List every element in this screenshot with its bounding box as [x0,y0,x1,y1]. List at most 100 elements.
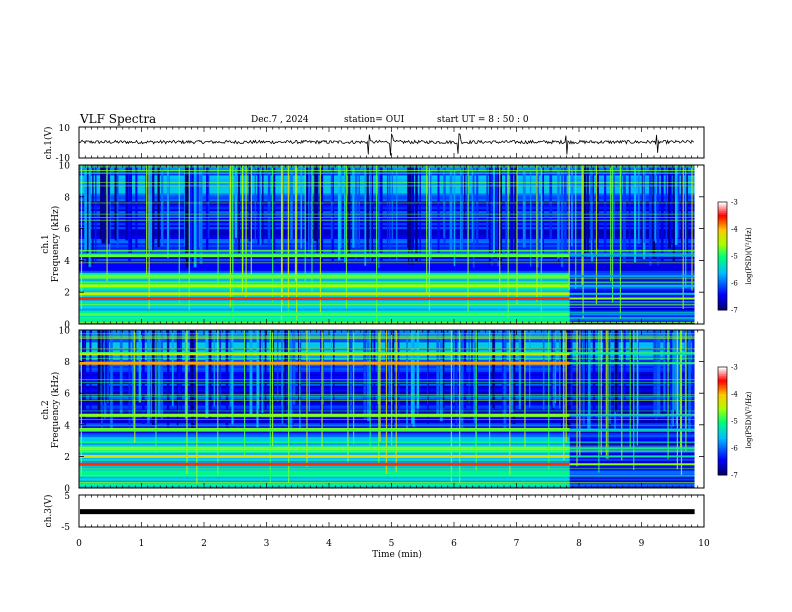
spectrogram-band [79,292,570,296]
sferic-streak [105,330,107,403]
figure-date: Dec.7 , 2024 [251,115,309,125]
sferic-streak [463,330,467,409]
colorbar-segment [718,422,727,426]
sferic-streak [476,330,478,424]
spectrogram-row [79,426,570,430]
narrowband-line [79,413,695,415]
colorbar-segment [718,413,727,417]
sferic-streak [147,330,151,420]
spectrogram-row [79,304,570,307]
ch1-spec-ytick-label: 0 [64,321,70,331]
narrowband-line [79,396,695,398]
spectrogram-row [79,230,570,234]
spectrogram-row [79,174,570,178]
narrowband-line [79,321,695,323]
ch2-colorbar: -3 -4 -5 -6 -7 [717,364,738,480]
sferic-streak [331,165,334,263]
spectrogram-row [79,482,570,485]
spectrogram-row [79,188,570,192]
sferic-streak [604,165,607,256]
impulse-line [507,165,509,318]
impulse-line [296,165,298,321]
impulse-line [134,330,136,444]
colorbar-segment [718,277,727,280]
colorbar-segment [718,367,727,370]
colorbar-segment [718,209,727,212]
colorbar-segment [718,439,727,442]
spectrogram-band [569,297,695,300]
sferic-streak [495,165,498,248]
narrowband-line [79,165,695,167]
sferic-streak [637,330,639,426]
sferic-streak [161,165,164,247]
impulse-line [385,330,388,475]
spectrogram-row [79,397,570,400]
impulse-line [548,330,550,470]
colorbar-segment [718,247,727,250]
sferic-streak [293,330,296,405]
impulse-line [229,165,232,307]
impulse-line [598,330,600,473]
sferic-streak [371,165,374,262]
sferic-streak [657,330,661,415]
narrowband-line [79,253,695,254]
sferic-streak [367,330,370,422]
colorbar-segment [718,386,727,390]
sferic-streak [191,330,194,433]
sferic-streak [150,330,153,419]
colorbar-segment [718,385,727,388]
sferic-streak [298,330,301,410]
colorbar-segment [718,245,727,248]
colorbar-segment [718,433,727,436]
spectrogram-row [569,476,695,479]
sferic-streak [654,330,657,417]
colorbar-tick-label: -4 [731,391,738,399]
spectrogram-row [79,389,570,392]
colorbar-segment [718,406,727,409]
spectrogram-row [79,320,570,323]
sferic-streak [583,165,586,258]
spectrogram-row [569,480,695,483]
spectrogram-row [569,246,695,249]
sferic-streak [471,330,473,419]
ch2-spec-ytick-label: 2 [64,453,70,463]
spectrogram-row [79,468,570,471]
spectrogram-row [79,288,570,291]
sferic-streak [505,165,508,258]
sferic-streak [191,165,194,266]
sferic-streak [356,165,358,245]
impulse-line [353,330,355,445]
sferic-streak [157,330,161,416]
sferic-streak [427,330,429,424]
sferic-streak [416,330,420,409]
sferic-streak [634,165,637,263]
impulse-line [186,330,188,475]
sferic-streak [348,165,351,256]
spectrogram-row [79,262,570,265]
sferic-streak [177,330,181,403]
sferic-streak [298,330,300,405]
spectrogram-row [569,482,695,485]
spectrogram-row [569,452,695,455]
spectrogram-row [569,272,695,275]
spectrogram-row [79,409,570,412]
spectrogram-row [79,264,570,267]
impulse-line [188,165,190,311]
spectrogram-row [79,339,570,343]
spectrogram-row [79,214,570,218]
colorbar-segment [718,256,727,259]
spectrogram-row [79,186,570,190]
impulse-line [80,165,83,310]
spectrogram-row [569,294,695,297]
spectrogram-row [569,312,695,315]
sferic-streak [436,330,440,417]
spectrogram-row [79,458,570,461]
narrowband-line [79,317,695,319]
sferic-streak [333,330,335,405]
sferic-streak [102,165,105,244]
colorbar-segment [718,449,727,453]
impulse-line [391,330,393,446]
spectrogram-row [569,240,695,244]
spectrogram-band [79,254,570,258]
narrowband-line [79,166,695,168]
